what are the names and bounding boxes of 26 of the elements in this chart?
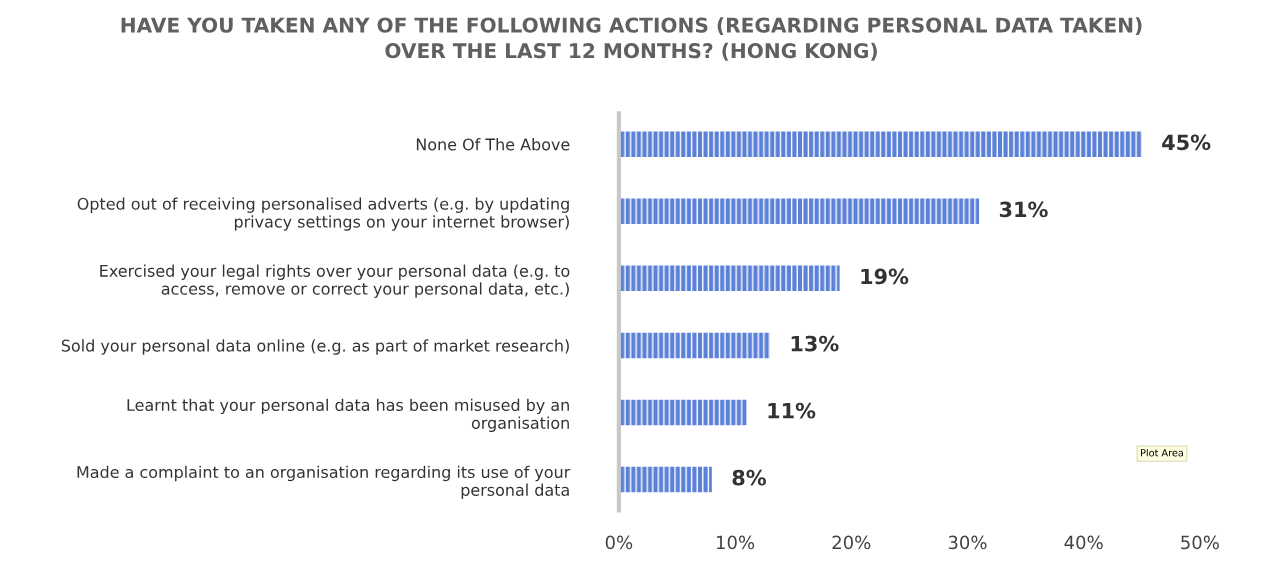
bar [618,131,1142,157]
y-tick-label: Opted out of receiving personalised adverts (e.g. by updating privacy settings on your internet browser) [77,197,569,231]
y-tick-label: Learnt that your personal data has been misused by an organisation [127,398,569,432]
x-tick-label: 0% [605,535,633,550]
y-tick-label: Made a complaint to an organisation regarding its use of your personal data [77,465,571,500]
data-label: 45% [1162,134,1211,151]
y-tick-label: Exercised your legal rights over your personal data (e.g. to access, remove or correct your personal data, etc.) [100,264,570,298]
data-label: 8% [732,469,766,486]
data-label: 31% [999,201,1048,218]
x-tick-label: 10% [716,535,755,550]
x-tick-label: 20% [832,535,871,550]
bar [618,332,770,359]
x-tick-label: 40% [1064,535,1103,550]
annotation: Plot Area [1141,448,1183,457]
data-label: 13% [791,335,839,352]
chart-title: HAVE YOU TAKEN ANY OF THE FOLLOWING ACTIONS (REGARDING PERSONAL DATA TAKEN) OVER THE LAST 12 MONTHS? (HONG KONG) [121,17,1142,61]
y-tick-label: Sold your personal data online (e.g. as part of market research) [61,339,569,355]
bar [618,198,980,224]
bar [618,265,840,292]
data-label: 11% [768,402,816,419]
x-tick-label: 50% [1181,535,1219,550]
data-label: 19% [861,268,909,285]
x-tick-label: 30% [948,535,987,550]
bar [618,466,712,493]
y-tick-label: None Of The Above [416,138,570,151]
bar [618,399,747,426]
